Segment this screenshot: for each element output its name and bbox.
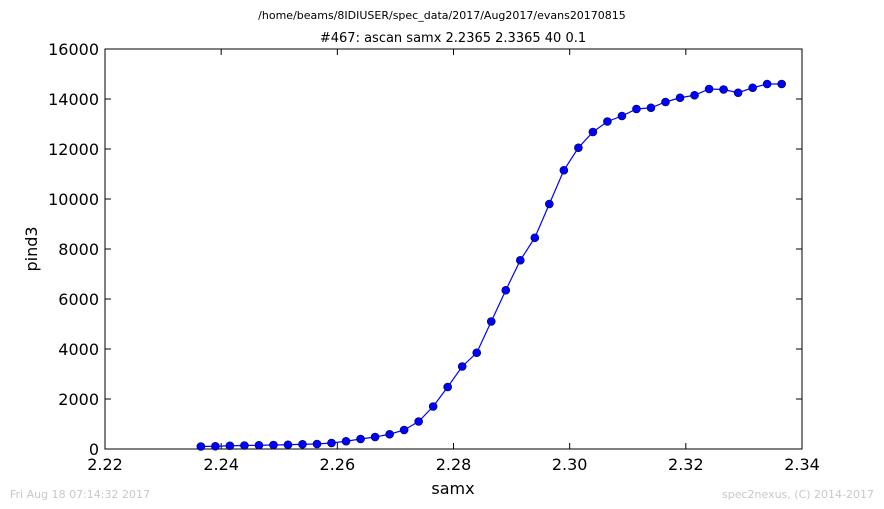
y-tick-label: 2000 (58, 390, 99, 409)
data-point (211, 441, 220, 451)
data-point (443, 382, 452, 392)
x-tick-label: 2.32 (668, 455, 704, 474)
data-point (690, 90, 699, 100)
data-point (385, 429, 394, 439)
data-point (617, 111, 627, 121)
data-point (356, 434, 365, 444)
x-axis-label: samx (431, 479, 474, 498)
data-point (515, 255, 525, 265)
data-point (414, 417, 423, 426)
data-point (588, 127, 598, 137)
y-tick-label: 14000 (48, 90, 99, 109)
data-point (457, 362, 467, 371)
data-point (545, 199, 554, 209)
data-point (719, 85, 728, 94)
data-point (704, 84, 714, 94)
data-point (675, 93, 685, 103)
file-path-title: /home/beams/8IDIUSER/spec_data/2017/Aug2… (258, 9, 626, 22)
y-tick-label: 12000 (48, 140, 99, 159)
series-line (200, 83, 782, 448)
data-point (370, 432, 380, 442)
plot-area-frame (104, 48, 803, 450)
data-point (428, 402, 438, 411)
data-point (472, 348, 482, 358)
data-point (225, 441, 235, 451)
x-tick-label: 2.34 (784, 455, 820, 474)
data-point (646, 103, 656, 113)
y-axis-label: pind3 (22, 226, 41, 271)
x-tick-label: 2.28 (436, 455, 472, 474)
data-point (196, 442, 206, 451)
data-point (283, 440, 293, 450)
data-point (327, 438, 336, 448)
data-series (196, 79, 786, 451)
data-point (312, 439, 322, 449)
y-tick-label: 10000 (48, 190, 99, 209)
chart-title: #467: ascan samx 2.2365 2.3365 40 0.1 (320, 31, 586, 46)
data-point (574, 143, 583, 153)
data-point (530, 233, 540, 243)
data-point (748, 83, 757, 93)
y-tick-label: 4000 (58, 340, 99, 359)
y-tick-label: 6000 (58, 290, 99, 309)
axes-frame (104, 48, 803, 450)
data-point (501, 285, 511, 295)
data-point (341, 436, 351, 446)
data-point (632, 104, 641, 114)
data-point (399, 425, 409, 435)
x-tick-label: 2.30 (552, 455, 588, 474)
data-point (777, 79, 786, 89)
x-tick-label: 2.24 (203, 455, 239, 474)
x-tick-label: 2.26 (320, 455, 356, 474)
x-tick-label: 2.22 (87, 455, 123, 474)
y-tick-label: 0 (89, 440, 99, 459)
data-point (762, 79, 772, 89)
data-point (269, 440, 278, 450)
y-tick-label: 16000 (48, 40, 99, 59)
data-point (298, 439, 307, 449)
data-point (559, 165, 569, 175)
credit-footer: spec2nexus, (C) 2014-2017 (722, 488, 874, 501)
y-tick-label: 8000 (58, 240, 99, 259)
data-point (603, 117, 612, 126)
data-point (240, 441, 249, 450)
axis-ticks: 2.22 2.24 2.26 2.28 2.30 2.32 2.34 0 2000 4000 600… (48, 40, 820, 474)
data-point (486, 317, 496, 326)
data-point (733, 88, 743, 98)
data-point (254, 440, 264, 450)
data-point (661, 97, 670, 107)
timestamp-footer: Fri Aug 18 07:14:32 2017 (10, 488, 150, 501)
